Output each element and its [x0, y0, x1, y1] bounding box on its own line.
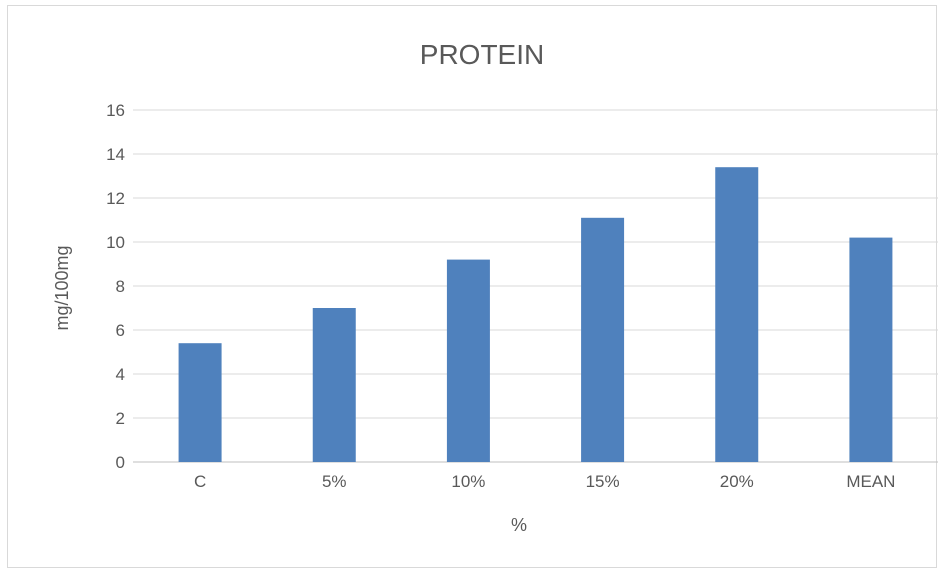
y-tick-label: 8: [116, 277, 125, 296]
gridlines: [133, 109, 938, 463]
bar: [715, 167, 759, 462]
x-tick-label: 20%: [720, 472, 754, 491]
bar: [849, 237, 893, 462]
x-axis-label: %: [511, 515, 527, 535]
x-tick-label: 15%: [586, 472, 620, 491]
bar: [581, 217, 625, 462]
y-tick-label: 10: [106, 233, 125, 252]
y-tick-label: 0: [116, 453, 125, 472]
y-axis-label: mg/100mg: [52, 245, 72, 330]
x-tick-labels: C 5% 10% 15% 20% MEAN: [194, 472, 896, 491]
y-tick-label: 2: [116, 409, 125, 428]
bar: [178, 343, 222, 462]
y-tick-label: 4: [116, 365, 125, 384]
y-tick-labels: 0 2 4 6 8 10 12 14 16: [106, 101, 125, 472]
y-tick-label: 16: [106, 101, 125, 120]
bar: [312, 308, 356, 462]
bars: [178, 167, 893, 462]
bar: [446, 259, 490, 462]
y-tick-label: 6: [116, 321, 125, 340]
chart-title: PROTEIN: [420, 39, 544, 70]
y-tick-label: 14: [106, 145, 125, 164]
y-tick-label: 12: [106, 189, 125, 208]
x-tick-label: 10%: [451, 472, 485, 491]
x-tick-label: MEAN: [846, 472, 895, 491]
x-tick-label: C: [194, 472, 206, 491]
x-tick-label: 5%: [322, 472, 347, 491]
